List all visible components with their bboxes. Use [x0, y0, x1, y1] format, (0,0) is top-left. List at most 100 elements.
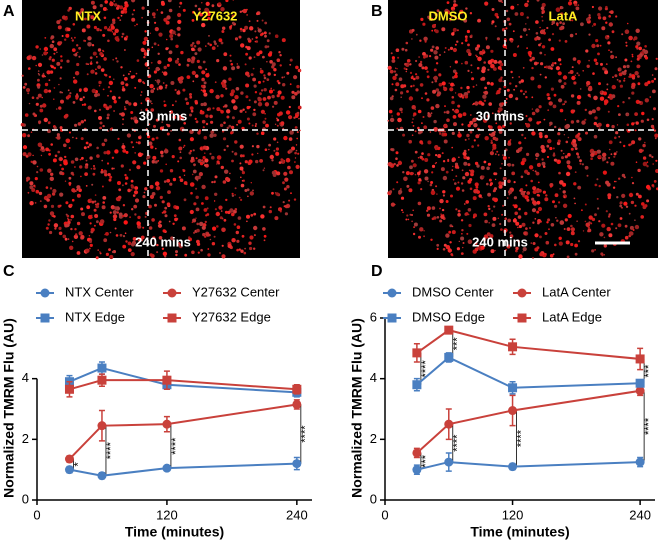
cell: [625, 44, 628, 47]
cell: [423, 125, 428, 130]
cell: [256, 12, 259, 16]
cell: [474, 242, 478, 245]
cell: [52, 188, 57, 194]
cell: [525, 184, 528, 187]
cell: [435, 88, 440, 92]
panel-label: C: [3, 263, 15, 280]
cell: [487, 162, 491, 166]
cell: [435, 154, 438, 157]
cell: [534, 218, 537, 220]
cell: [50, 204, 55, 208]
cell: [616, 78, 619, 81]
cell: [51, 58, 55, 62]
cell: [541, 11, 544, 15]
cell: [43, 46, 49, 52]
cell: [525, 227, 528, 230]
cell: [186, 63, 190, 67]
cell: [89, 198, 92, 201]
legend-label: DMSO Edge: [412, 309, 485, 324]
cell: [451, 146, 454, 149]
cell: [417, 201, 422, 206]
cell: [540, 42, 542, 45]
cell: [245, 83, 250, 88]
cell: [89, 243, 93, 247]
cell: [202, 156, 206, 160]
legend-marker: [40, 313, 50, 323]
cell: [32, 160, 37, 165]
cell: [433, 68, 437, 72]
cell: [391, 115, 393, 117]
cell: [288, 199, 291, 202]
cell: [554, 243, 557, 247]
cell: [200, 89, 203, 91]
cell: [270, 87, 273, 90]
cell: [112, 58, 115, 61]
cell: [435, 46, 440, 50]
cell: [574, 74, 576, 77]
cell: [154, 27, 159, 32]
cell: [125, 176, 129, 180]
cell: [550, 47, 555, 51]
cell: [556, 24, 559, 27]
cell: [432, 89, 437, 94]
cell: [71, 48, 76, 52]
cell: [444, 130, 446, 133]
cell: [209, 133, 214, 138]
cell: [559, 180, 564, 185]
cell: [41, 74, 45, 78]
cell: [488, 222, 491, 224]
cell: [412, 114, 415, 117]
cell: [534, 170, 537, 173]
x-tick-label: 0: [33, 507, 40, 522]
cell: [248, 20, 251, 23]
cell: [570, 147, 574, 151]
cell: [22, 145, 28, 150]
cell: [451, 225, 454, 228]
cell: [512, 53, 517, 57]
cell: [599, 90, 603, 94]
cell: [651, 155, 654, 159]
cell: [182, 88, 186, 92]
cell: [505, 101, 508, 104]
cell: [466, 85, 470, 90]
cell: [542, 165, 546, 168]
cell: [653, 77, 657, 81]
cell: [253, 247, 256, 250]
cell: [192, 169, 197, 174]
cell: [517, 239, 520, 243]
cell: [155, 66, 160, 72]
cell: [560, 16, 562, 18]
cell: [565, 140, 569, 144]
cell: [136, 23, 138, 26]
cell: [403, 67, 406, 70]
cell: [446, 1, 450, 5]
cell: [490, 133, 494, 137]
cell: [53, 98, 55, 100]
cell: [589, 96, 591, 98]
y-tick-label: 2: [370, 431, 377, 446]
cell: [631, 91, 635, 95]
cell: [421, 66, 425, 70]
cell: [215, 94, 220, 100]
cell: [86, 73, 89, 76]
cell: [278, 208, 281, 211]
cell: [236, 123, 239, 126]
cell: [574, 243, 578, 248]
cell: [247, 37, 251, 41]
cell: [499, 167, 502, 170]
cell: [136, 59, 140, 62]
cell: [635, 28, 640, 33]
cell: [419, 39, 422, 42]
cell: [107, 173, 111, 177]
cell: [269, 154, 274, 160]
cell: [531, 197, 535, 201]
cell: [466, 156, 470, 160]
cell: [648, 154, 652, 157]
cell: [72, 23, 76, 26]
cell: [597, 207, 600, 210]
cell: [564, 119, 567, 121]
cell: [559, 63, 562, 66]
cell: [419, 130, 423, 134]
cell: [160, 150, 164, 155]
cell: [264, 148, 268, 151]
